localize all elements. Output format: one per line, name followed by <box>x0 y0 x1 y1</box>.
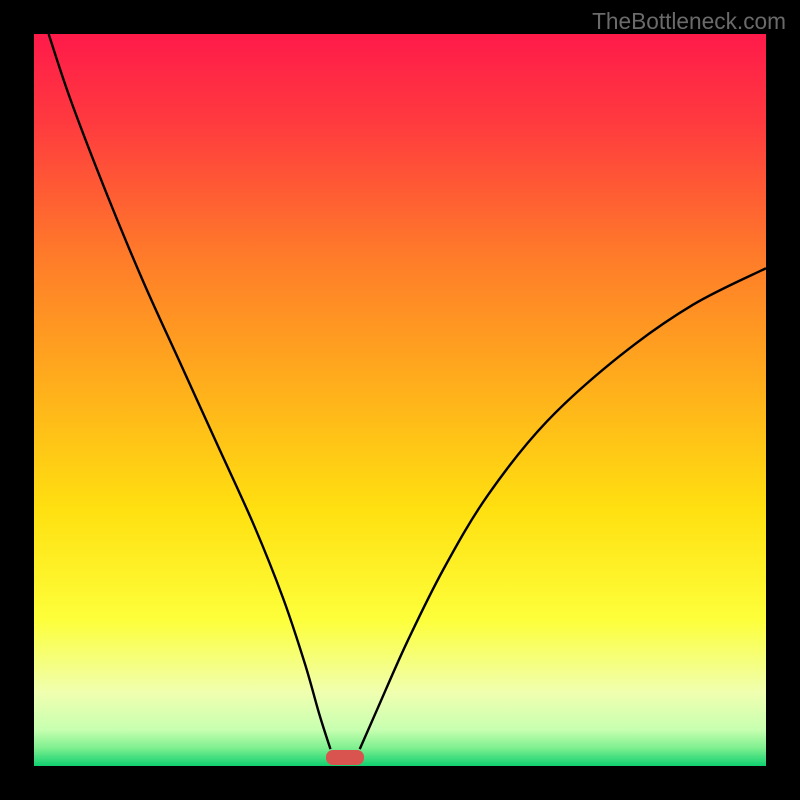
minimum-marker <box>326 750 364 765</box>
attribution-text: TheBottleneck.com <box>592 8 786 35</box>
gradient-background <box>34 34 766 766</box>
plot-area <box>34 34 766 766</box>
